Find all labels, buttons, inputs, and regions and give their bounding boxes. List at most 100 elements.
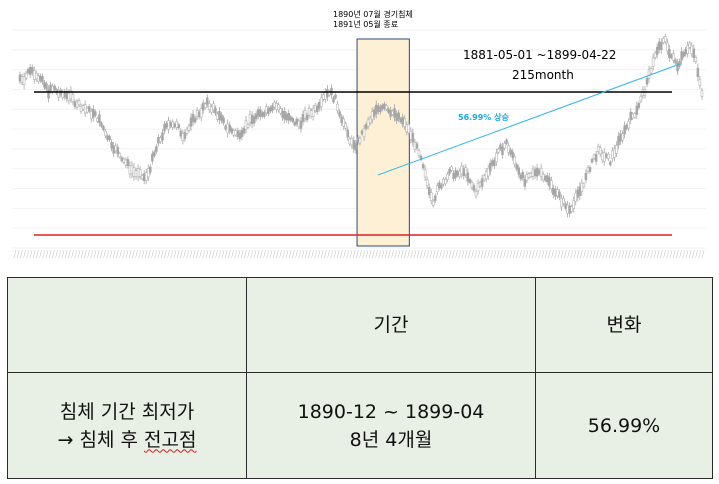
candle xyxy=(584,169,588,184)
candle xyxy=(238,129,242,142)
x-tick xyxy=(541,249,545,259)
x-tick xyxy=(109,249,113,259)
x-tick xyxy=(557,249,561,259)
candle xyxy=(94,109,97,118)
x-tick xyxy=(506,249,510,259)
candle xyxy=(138,166,142,180)
candle xyxy=(187,123,191,133)
x-tick xyxy=(634,249,638,259)
candle xyxy=(686,41,689,58)
x-tick xyxy=(301,249,305,259)
candle xyxy=(429,188,433,205)
x-tick xyxy=(448,249,452,259)
candle xyxy=(566,200,569,218)
x-tick xyxy=(391,249,394,259)
candle xyxy=(338,109,341,119)
candle xyxy=(476,179,480,195)
x-tick xyxy=(384,249,388,259)
candle xyxy=(462,164,466,180)
x-tick xyxy=(647,249,650,259)
x-tick xyxy=(148,249,151,259)
candle xyxy=(362,124,366,141)
candle xyxy=(631,112,634,120)
candle xyxy=(423,165,427,181)
candle xyxy=(299,117,303,133)
x-tick xyxy=(436,249,439,259)
x-tick xyxy=(493,249,497,259)
x-tick xyxy=(442,249,446,259)
candle xyxy=(201,99,205,114)
candle xyxy=(657,37,661,54)
x-tick xyxy=(340,249,343,259)
candle xyxy=(482,173,486,182)
x-tick xyxy=(512,249,516,259)
x-tick xyxy=(157,249,161,259)
change-value: 56.99% xyxy=(535,372,713,479)
candle xyxy=(448,167,451,176)
candle xyxy=(85,106,89,114)
x-tick xyxy=(333,249,337,259)
x-tick xyxy=(426,249,430,259)
period-range: 1890-12 ~ 1899-04 xyxy=(297,400,485,423)
x-tick xyxy=(240,249,244,259)
candle xyxy=(564,201,567,211)
candle xyxy=(613,144,616,162)
x-tick xyxy=(420,249,423,259)
candle xyxy=(191,110,195,126)
candle xyxy=(250,111,254,129)
trend-line xyxy=(377,63,681,176)
header-period: 기간 xyxy=(246,277,536,373)
candle xyxy=(122,157,126,164)
candle xyxy=(682,50,685,59)
candle xyxy=(226,119,229,138)
x-tick xyxy=(103,249,106,259)
table-row: 침체 기간 최저가 → 침체 후 전고점 1890-12 ~ 1899-04 8… xyxy=(7,372,713,479)
period-cell: 1890-12 ~ 1899-04 8년 4개월 xyxy=(246,372,536,479)
candle xyxy=(165,121,168,130)
x-tick xyxy=(324,249,327,259)
row-label-line2: → 침체 후 전고점 xyxy=(9,426,245,454)
candle xyxy=(543,174,547,183)
candle xyxy=(75,99,79,110)
candle xyxy=(136,164,140,182)
x-tick xyxy=(487,249,490,259)
x-tick xyxy=(663,249,666,259)
x-tick xyxy=(90,249,94,259)
candle xyxy=(289,114,292,123)
x-tick xyxy=(183,249,186,259)
x-tick xyxy=(503,249,506,259)
candle xyxy=(596,143,600,155)
candle xyxy=(617,131,620,150)
x-tick xyxy=(20,249,23,259)
x-tick xyxy=(276,249,279,259)
x-tick xyxy=(388,249,391,259)
x-tick xyxy=(660,249,663,259)
x-tick xyxy=(96,249,100,259)
candle xyxy=(320,93,323,112)
candle xyxy=(47,85,50,103)
x-tick xyxy=(362,249,366,259)
row-label-line2-b: 전고점 xyxy=(144,428,197,451)
x-tick xyxy=(292,249,295,259)
candle xyxy=(535,163,539,181)
x-tick xyxy=(653,249,657,259)
x-tick xyxy=(330,249,334,259)
x-tick xyxy=(378,249,382,259)
x-tick xyxy=(570,249,574,259)
candle xyxy=(588,165,592,174)
candle xyxy=(297,118,301,130)
candle xyxy=(224,124,227,131)
candle xyxy=(265,103,268,116)
x-tick xyxy=(372,249,375,259)
candle xyxy=(252,113,256,127)
candle xyxy=(456,169,459,178)
candle xyxy=(222,115,225,126)
candle xyxy=(144,168,148,185)
candle xyxy=(600,150,604,164)
x-tick xyxy=(692,249,695,259)
candle xyxy=(421,162,425,170)
candle xyxy=(645,75,649,88)
candle xyxy=(149,164,152,175)
x-tick xyxy=(29,249,33,259)
candle xyxy=(385,103,388,111)
